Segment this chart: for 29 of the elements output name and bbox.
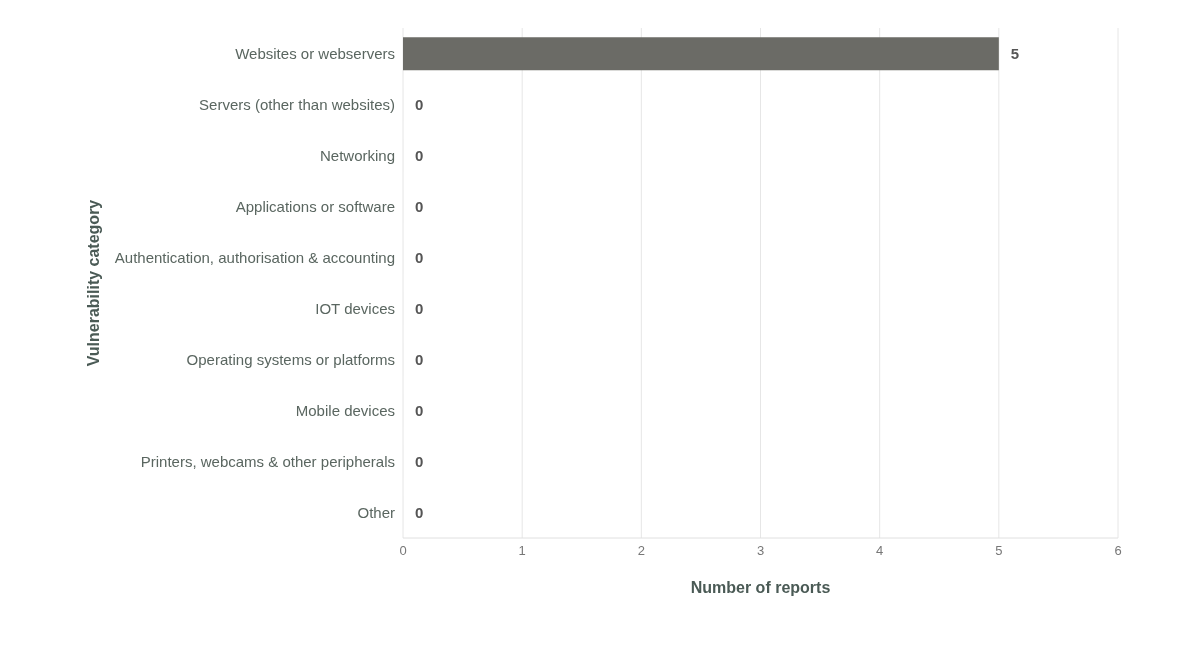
data-label: 0	[415, 198, 424, 215]
data-label: 5	[1010, 45, 1020, 63]
x-tick-label: 2	[637, 543, 645, 559]
y-tick-label: Websites or webservers	[235, 44, 395, 62]
x-tick-label: 6	[1114, 543, 1122, 559]
data-label: 0	[415, 249, 424, 267]
y-tick-label: Mobile devices	[295, 401, 395, 419]
data-label: 0	[415, 351, 424, 369]
y-tick-label: Networking	[319, 146, 395, 164]
data-label: 0	[415, 96, 424, 113]
y-tick-label: Applications or software	[235, 197, 395, 215]
x-axis-title: Number of reports	[690, 579, 831, 596]
x-tick-label: 3	[756, 543, 765, 559]
y-tick-label: Printers, webcams & other peripherals	[140, 452, 395, 470]
x-tick-label: 0	[399, 543, 407, 559]
x-tick-label: 5	[995, 543, 1003, 559]
data-label: 0	[415, 402, 424, 420]
y-tick-label: IOT devices	[315, 299, 395, 317]
y-tick-label: Authentication, authorisation & accounting	[114, 248, 395, 266]
y-tick-label: Other	[357, 503, 395, 521]
data-label: 0	[415, 147, 424, 164]
y-axis-title: Vulnerability category	[84, 199, 102, 367]
y-tick-label: Servers (other than websites)	[199, 95, 395, 113]
data-label: 0	[415, 453, 424, 471]
y-tick-label: Operating systems or platforms	[186, 350, 395, 368]
data-label: 0	[415, 504, 424, 522]
data-label: 0	[415, 300, 424, 318]
x-tick-label: 1	[518, 543, 526, 559]
x-tick-label: 4	[876, 543, 884, 559]
